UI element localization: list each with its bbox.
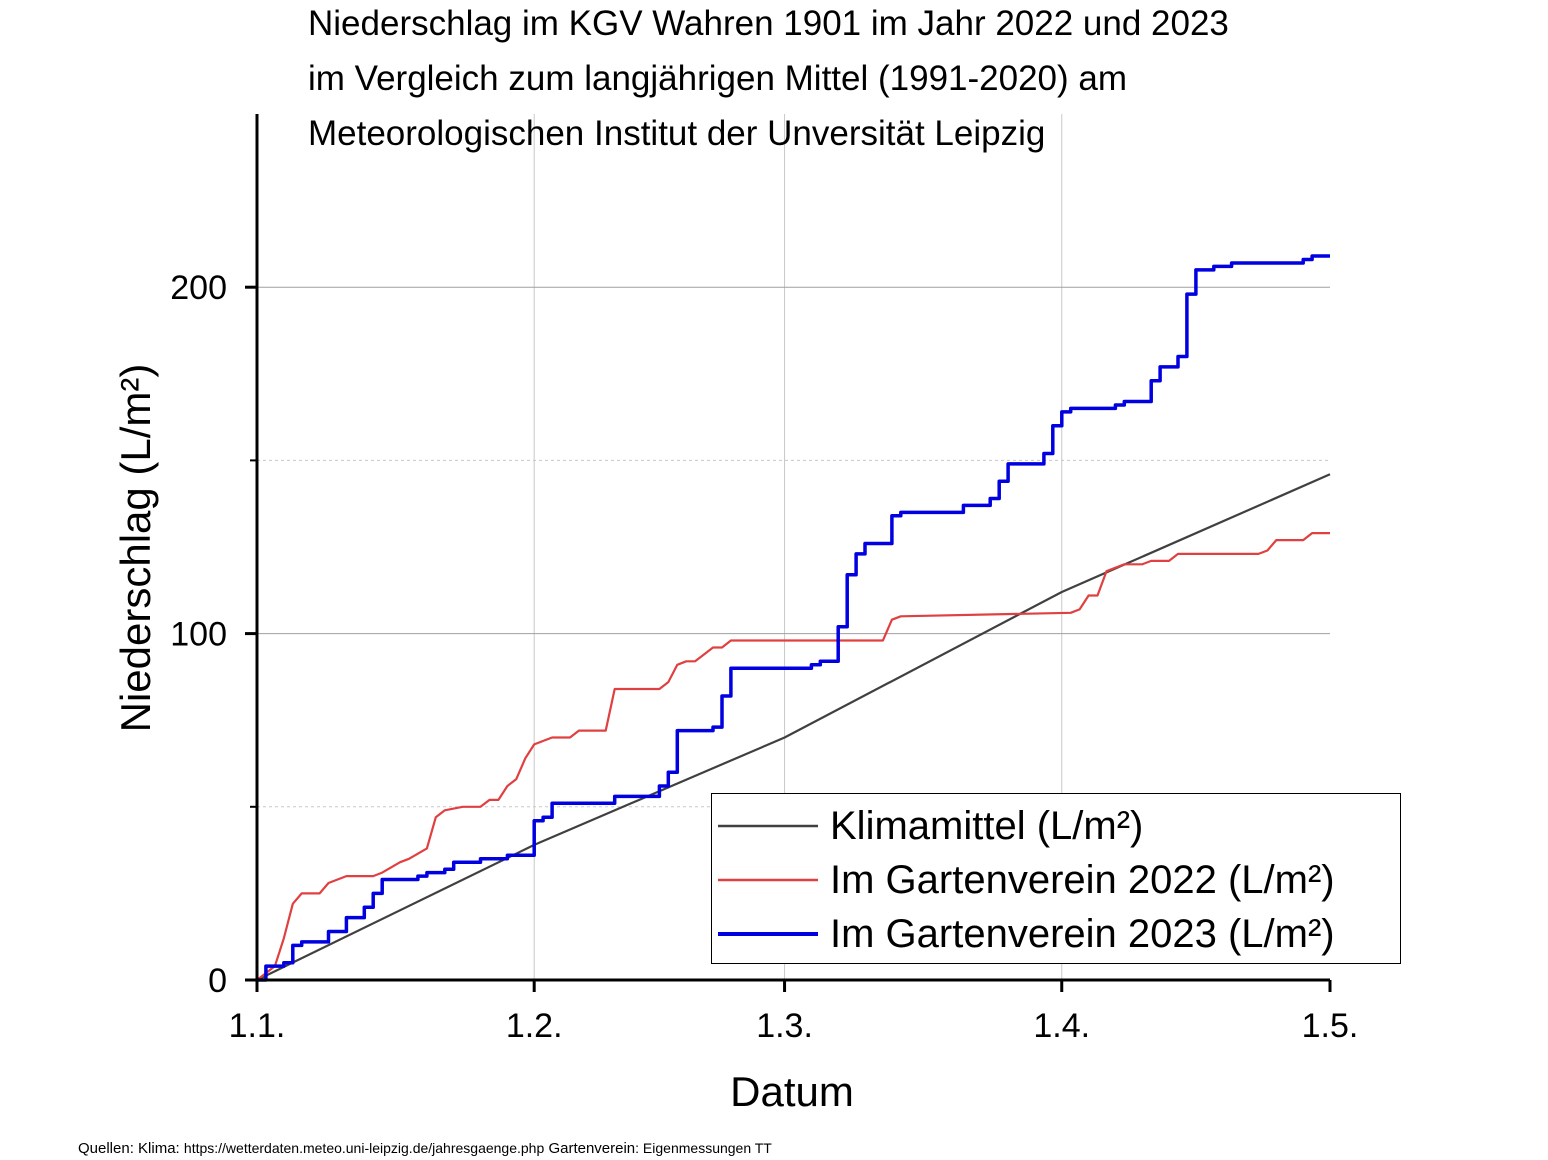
source-gartenverein-text: : Eigenmessungen TT [635, 1140, 772, 1156]
x-tick-label: 1.3. [756, 1007, 813, 1045]
legend-item-2023: Im Gartenverein 2023 (L/m²) [712, 908, 1335, 960]
series-line-1 [256, 473, 1331, 981]
legend-swatch-2022 [718, 878, 818, 882]
legend-label-2022: Im Gartenverein 2022 (L/m²) [830, 857, 1335, 902]
source-gartenverein-label: Gartenverein [548, 1140, 636, 1157]
y-tick-label: 200 [170, 269, 227, 307]
x-axis-label: Datum [730, 1068, 854, 1115]
y-axis-label: Niederschlag (L/m²) [112, 363, 159, 733]
chart-title-line-2: im Vergleich zum langjährigen Mittel (19… [308, 59, 1128, 98]
legend-item-2022: Im Gartenverein 2022 (L/m²) [712, 854, 1335, 906]
x-tick-label: 1.4. [1033, 1007, 1090, 1045]
source-quellen-label: Quellen: [78, 1140, 134, 1157]
legend-label-klimamittel: Klimamittel (L/m²) [830, 803, 1144, 848]
axes [245, 114, 1332, 992]
legend-swatch-klimamittel [718, 824, 818, 828]
x-tick-label: 1.1. [229, 1007, 286, 1045]
x-tick-label: 1.2. [506, 1007, 563, 1045]
series-layer [256, 254, 1331, 982]
chart-title-line-3: Meteorologischen Institut der Unversität… [308, 114, 1046, 153]
series-line-3 [257, 254, 1330, 982]
legend-label-2023: Im Gartenverein 2023 (L/m²) [830, 911, 1335, 956]
source-klima-label: Klima: [138, 1140, 180, 1157]
x-tick-label: 1.5. [1302, 1007, 1359, 1045]
chart-title-line-1: Niederschlag im KGV Wahren 1901 im Jahr … [308, 4, 1229, 43]
y-tick-label: 100 [170, 616, 227, 654]
series-line-2 [256, 532, 1330, 981]
tick-labels: 0 100 200 1.1. 1.2. 1.3. 1.4. 1.5. [170, 269, 1358, 1045]
source-url-link[interactable]: https://wetterdaten.meteo.uni-leipzig.de… [183, 1140, 545, 1156]
legend-item-klimamittel: Klimamittel (L/m²) [712, 800, 1143, 852]
legend: Klimamittel (L/m²) Im Gartenverein 2022 … [711, 793, 1401, 964]
source-note: Quellen: Klima: https://wetterdaten.mete… [78, 1140, 772, 1157]
y-tick-label: 0 [208, 962, 227, 1000]
legend-swatch-2023 [718, 932, 818, 936]
